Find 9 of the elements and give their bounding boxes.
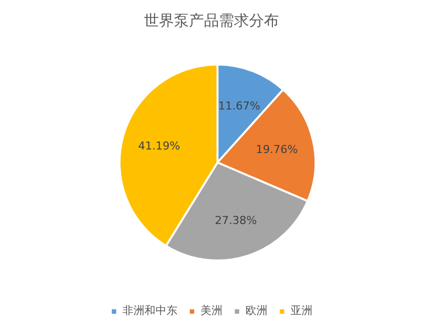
data-label: 11.67% (218, 99, 260, 112)
data-label: 19.76% (256, 142, 298, 156)
legend-label: 亚洲 (290, 303, 312, 318)
legend-label: 美洲 (200, 303, 222, 318)
data-label: 27.38% (214, 214, 257, 227)
legend-label: 欧洲 (246, 303, 268, 318)
data-label: 41.19% (138, 139, 180, 152)
legend-label: 非洲和中东 (122, 303, 178, 318)
chart-title: 世界泵产品需求分布 (144, 12, 279, 30)
